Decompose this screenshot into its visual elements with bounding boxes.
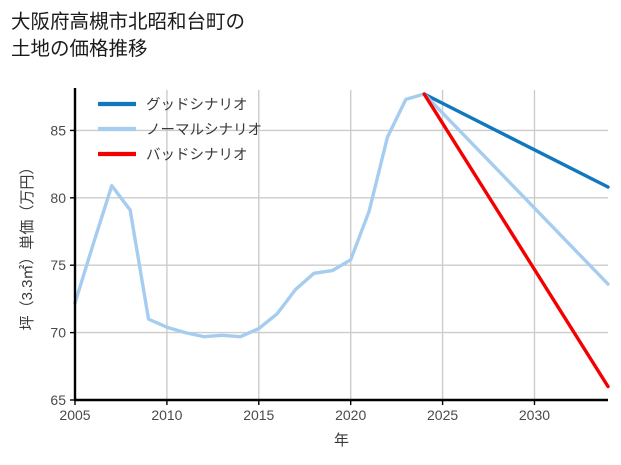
x-tick-label: 2015 [243,407,274,423]
x-tick-label: 2020 [335,407,366,423]
y-axis-title: 坪（3.3㎡）単価（万円） [19,160,36,331]
x-tick-label: 2025 [427,407,458,423]
y-tick-label: 80 [50,190,66,206]
legend-label-2: バッドシナリオ [146,148,248,164]
y-tick-label: 65 [50,392,66,408]
page-title: 大阪府高槻市北昭和台町の 土地の価格推移 [11,11,246,60]
x-tick-label: 2030 [519,407,550,423]
x-tick-label: 2005 [59,407,90,423]
legend-label-0: グッドシナリオ [146,97,248,114]
y-tick-label: 75 [50,257,66,273]
series-line-グッドシナリオ [422,92,610,189]
legend-label-1: ノーマルシナリオ [146,123,262,139]
x-axis-title: 年 [334,432,349,449]
series-line-ノーマルシナリオ [73,92,610,339]
y-tick-label: 85 [50,122,66,138]
series-line-バッドシナリオ [422,92,610,389]
y-tick-label: 70 [50,325,66,341]
x-tick-label: 2010 [151,407,182,423]
